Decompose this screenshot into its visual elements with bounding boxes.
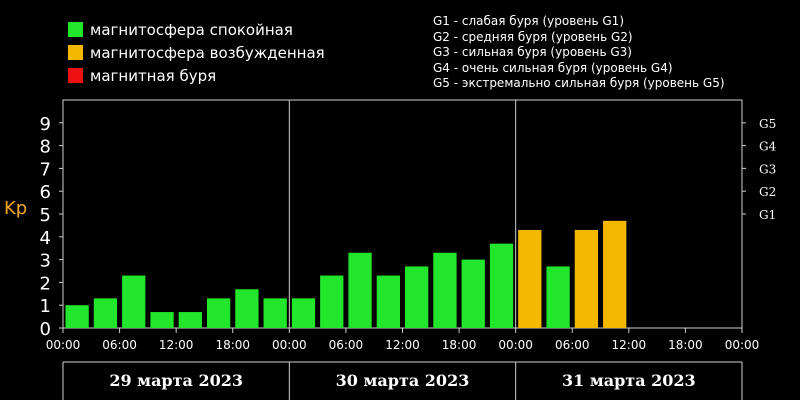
x-tick-label: 06:00 [102,338,137,352]
kp-bar [291,298,316,328]
x-tick-label: 06:00 [555,338,590,352]
legend-swatch-storm [68,68,83,83]
y-axis-label: Kp [4,198,27,219]
kp-bar [235,289,259,328]
day-label: 31 марта 2023 [562,371,696,390]
legend-item-excited: магнитосфера возбужденная [68,41,325,64]
legend-label-quiet: магнитосфера спокойная [90,20,293,39]
kp-bar [376,275,400,328]
day-label: 29 марта 2023 [109,371,243,390]
x-tick-label: 00:00 [46,338,81,352]
kp-bar [405,266,429,328]
kp-bar [489,243,514,328]
legend-item-quiet: магнитосфера спокойная [68,18,325,41]
kp-bar [320,275,344,328]
y-tick-label: 7 [40,159,51,180]
legend-label-excited: магнитосфера возбужденная [90,43,325,62]
y-tick-label: 9 [40,114,51,135]
y-tick-label: 3 [40,251,51,272]
y-tick-label: 4 [40,228,51,249]
x-tick-label: 18:00 [215,338,250,352]
storm-level-g2: G2 - средняя буря (уровень G2) [433,29,633,44]
g-level-tick-label: G2 [759,185,776,199]
y-tick-label: 6 [40,182,51,203]
g-level-tick-label: G4 [759,140,777,154]
kp-bar [93,298,118,328]
kp-bar [263,298,287,328]
x-tick-label: 06:00 [329,338,364,352]
g-level-tick-label: G1 [759,208,776,222]
storm-level-g4: G4 - очень сильная буря (уровень G4) [433,60,673,75]
legend-swatch-quiet [68,22,83,37]
day-label: 30 марта 2023 [336,371,470,390]
kp-bar [178,312,202,328]
kp-bar [574,229,599,328]
g-level-tick-label: G3 [759,162,776,176]
kp-bar [461,259,485,328]
y-tick-label: 5 [40,205,51,226]
kp-bar [433,252,457,328]
g-level-tick-label: G5 [759,117,776,131]
kp-bar [122,275,146,328]
y-tick-label: 8 [40,137,51,158]
x-tick-label: 12:00 [612,338,647,352]
x-tick-label: 12:00 [159,338,194,352]
y-tick-label: 2 [40,273,51,294]
x-tick-label: 18:00 [668,338,703,352]
kp-bar [348,252,372,328]
storm-level-g3: G3 - сильная буря (уровень G3) [433,45,632,59]
kp-bar [518,229,542,328]
legend-label-storm: магнитная буря [90,66,217,85]
x-tick-label: 18:00 [442,338,477,352]
storm-level-g5: G5 - экстремально сильная буря (уровень … [433,76,725,90]
kp-bar [65,305,89,328]
legend-swatch-excited [68,45,83,60]
kp-bar [546,266,570,328]
x-tick-label: 00:00 [725,338,760,352]
x-tick-label: 00:00 [498,338,533,352]
kp-bar [150,312,174,328]
x-tick-label: 00:00 [272,338,307,352]
x-tick-label: 12:00 [385,338,420,352]
legend-item-storm: магнитная буря [68,64,325,87]
storm-level-g1: G1 - слабая буря (уровень G1) [433,14,624,28]
kp-bar [206,298,231,328]
kp-bar [603,220,627,328]
storm-level-legend: G1 - слабая буря (уровень G1) G2 - средн… [433,14,725,92]
legend: магнитосфера спокойная магнитосфера возб… [68,18,325,87]
plot-frame [62,99,743,329]
y-tick-label: 1 [40,296,51,317]
y-tick-label: 0 [40,319,51,340]
